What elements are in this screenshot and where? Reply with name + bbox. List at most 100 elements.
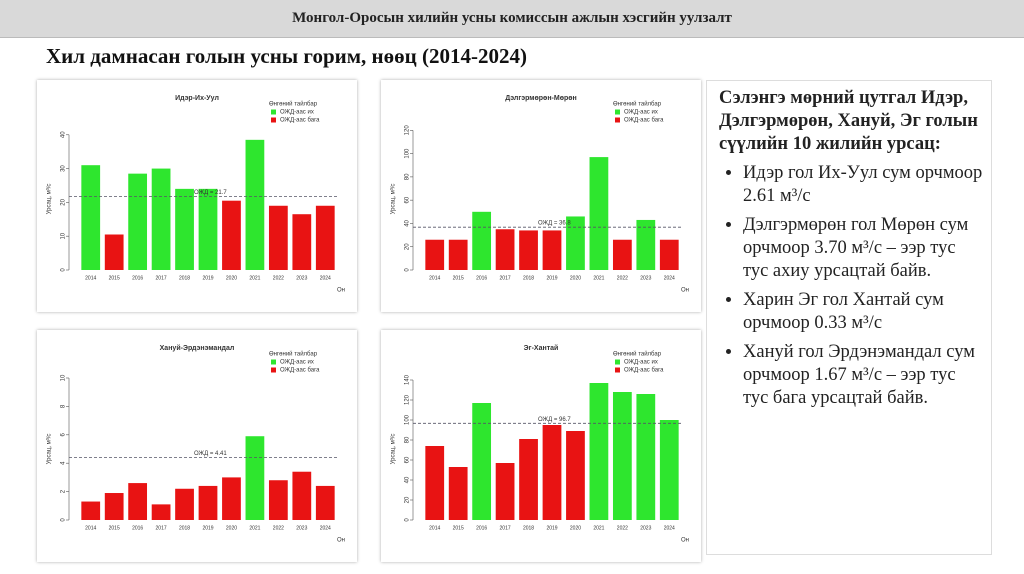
reference-label: ОЖД = 4.41 <box>194 451 227 457</box>
x-tick-label: 2023 <box>640 275 651 281</box>
y-tick-label: 0 <box>61 268 67 272</box>
summary-list: Идэр гол Их-Уул сум орчмоор 2.61 м³/с Дэ… <box>719 162 983 410</box>
legend-swatch <box>615 367 620 373</box>
bar <box>151 168 171 270</box>
legend-label: ОЖД-аас их <box>280 360 314 366</box>
x-axis-label: Он <box>681 288 689 294</box>
y-tick-label: 140 <box>405 374 411 385</box>
slide-title: Хил дамнасан голын усны горим, нөөц (201… <box>46 44 527 68</box>
x-axis-label: Он <box>337 538 345 544</box>
reference-label: ОЖД = 36.8 <box>538 221 571 227</box>
bar <box>245 436 265 520</box>
chart: Эг-Хантай Урсац, м³/с Он 0 20 40 60 80 100 120 140… <box>391 344 689 544</box>
x-tick-label: 2024 <box>664 275 675 281</box>
bar <box>81 501 101 520</box>
x-tick-label: 2019 <box>202 275 213 281</box>
x-tick-label: 2023 <box>296 275 307 281</box>
bar <box>659 239 679 270</box>
x-tick-label: 2014 <box>429 275 440 281</box>
bar <box>128 483 148 520</box>
legend-title: Өнгөний тайлбар <box>613 101 662 108</box>
y-tick-label: 120 <box>405 125 411 136</box>
bar <box>268 480 288 520</box>
bar <box>472 403 492 520</box>
y-tick-label: 4 <box>61 461 67 465</box>
bullet: Харин Эг гол Хантай сум орчмоор 0.33 м³/… <box>743 289 983 335</box>
x-tick-label: 2022 <box>273 275 284 281</box>
y-tick-label: 0 <box>405 518 411 522</box>
summary: Сэлэнгэ мөрний цутгал Идэр, Дэлгэрмөрөн,… <box>706 80 992 555</box>
bar <box>81 165 101 270</box>
bar <box>151 504 171 520</box>
x-tick-label: 2021 <box>249 275 260 281</box>
bar <box>128 173 148 270</box>
y-tick-label: 10 <box>61 374 67 381</box>
legend-swatch <box>615 359 620 365</box>
bar <box>222 477 241 520</box>
summary-heading: Сэлэнгэ мөрний цутгал Идэр, Дэлгэрмөрөн,… <box>719 88 978 154</box>
y-tick-label: 0 <box>61 518 67 522</box>
bar <box>659 420 679 520</box>
x-tick-label: 2020 <box>226 525 237 531</box>
y-tick-label: 100 <box>405 148 411 159</box>
x-tick-label: 2023 <box>296 525 307 531</box>
reference-label: ОЖД = 21.7 <box>194 190 227 196</box>
header: Монгол-Оросын хилийн усны комиссын ажлын… <box>0 0 1024 38</box>
x-tick-label: 2018 <box>179 275 190 281</box>
x-tick-label: 2022 <box>273 525 284 531</box>
legend-label: ОЖД-аас бага <box>624 368 664 374</box>
bar <box>198 485 218 520</box>
y-tick-label: 80 <box>405 436 411 443</box>
x-tick-label: 2020 <box>226 275 237 281</box>
legend-label: ОЖД-аас их <box>280 110 314 116</box>
bar <box>495 229 515 270</box>
y-tick-label: 0 <box>405 268 411 272</box>
chart-title: Хануй-Эрдэнэмандал <box>160 344 235 352</box>
y-tick-label: 20 <box>405 243 411 250</box>
bar <box>589 157 609 270</box>
chart-panel: Идэр-Их-Уул Урсац, м³/с Он 0 10 20 30 40 2014 201… <box>37 80 357 312</box>
x-tick-label: 2020 <box>570 525 581 531</box>
y-tick-label: 60 <box>405 196 411 203</box>
bar <box>519 439 538 520</box>
x-tick-label: 2015 <box>453 275 464 281</box>
y-tick-label: 120 <box>405 394 411 405</box>
legend-title: Өнгөний тайлбар <box>269 101 318 108</box>
x-tick-label: 2019 <box>546 525 557 531</box>
y-tick-label: 8 <box>61 404 67 408</box>
x-tick-label: 2024 <box>664 525 675 531</box>
chart-panel: Эг-Хантай Урсац, м³/с Он 0 20 40 60 80 100 120 140… <box>381 330 701 562</box>
bar <box>472 211 492 270</box>
legend-swatch <box>271 109 276 115</box>
x-tick-label: 2017 <box>500 275 511 281</box>
bar <box>542 425 562 520</box>
legend-swatch <box>271 117 276 123</box>
legend-title: Өнгөний тайлбар <box>613 351 662 358</box>
bar <box>175 488 194 520</box>
x-tick-label: 2018 <box>523 525 534 531</box>
bar <box>175 188 194 270</box>
x-tick-label: 2017 <box>156 275 167 281</box>
y-tick-label: 40 <box>405 476 411 483</box>
y-axis-label: Урсац, м³/с <box>391 184 397 215</box>
y-tick-label: 60 <box>405 456 411 463</box>
legend-title: Өнгөний тайлбар <box>269 351 318 358</box>
chart: Идэр-Их-Уул Урсац, м³/с Он 0 10 20 30 40 2014 201… <box>47 95 345 294</box>
x-tick-label: 2014 <box>85 275 96 281</box>
bar <box>104 234 124 270</box>
x-tick-label: 2014 <box>85 525 96 531</box>
x-tick-label: 2024 <box>320 525 331 531</box>
x-tick-label: 2018 <box>523 275 534 281</box>
bullet: Идэр гол Их-Уул сум орчмоор 2.61 м³/с <box>743 162 983 208</box>
bar <box>636 394 656 520</box>
x-tick-label: 2019 <box>202 525 213 531</box>
bar <box>198 188 218 270</box>
x-axis-label: Он <box>337 288 345 294</box>
reference-label: ОЖД = 96.7 <box>538 417 571 423</box>
bar <box>315 205 335 270</box>
chart: Дэлгэрмөрөн-Мөрөн Урсац, м³/с Он 0 20 40 60 80 1… <box>391 95 689 294</box>
legend-label: ОЖД-аас их <box>624 360 658 366</box>
bar <box>589 383 609 520</box>
x-tick-label: 2020 <box>570 275 581 281</box>
bar <box>636 219 656 270</box>
